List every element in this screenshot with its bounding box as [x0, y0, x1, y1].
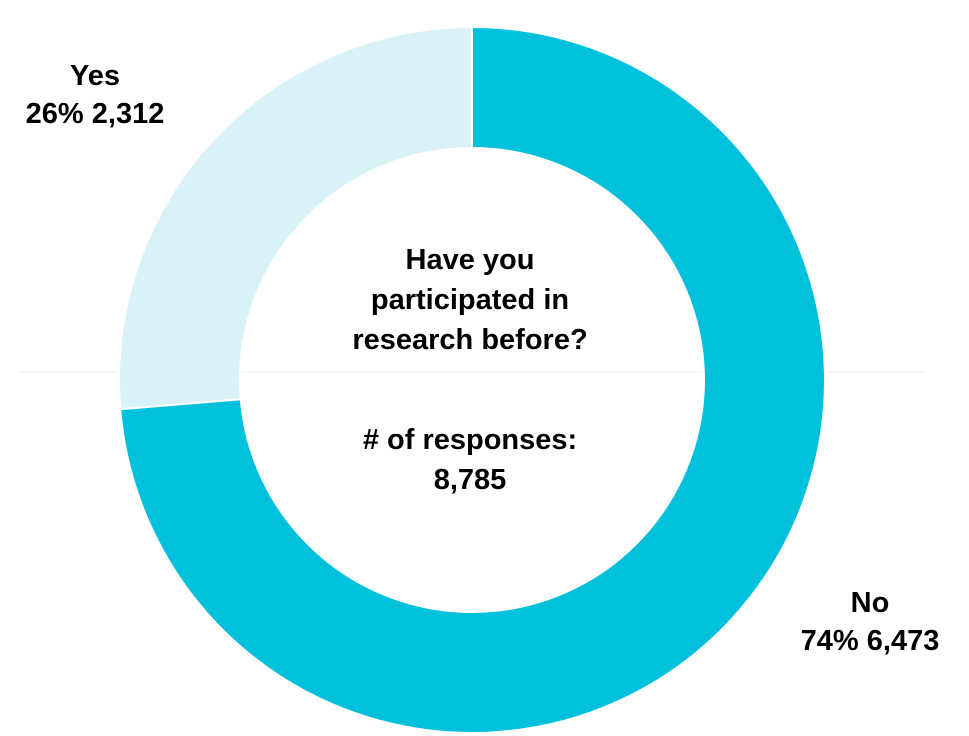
slice-count-no: 6,473 — [866, 625, 940, 657]
slice-values-no: 74% 6,473 — [775, 622, 965, 660]
slice-values-yes: 26% 2,312 — [0, 95, 190, 133]
slice-label-yes: Yes 26% 2,312 — [0, 57, 190, 133]
slices-group — [118, 25, 826, 734]
slice-yes — [118, 25, 473, 411]
slice-name-no: No — [850, 587, 890, 619]
total-responses: # of responses: 8,785 — [300, 420, 640, 500]
slice-count-yes: 2,312 — [91, 98, 165, 130]
total-value: 8,785 — [433, 464, 507, 496]
slice-name-yes: Yes — [70, 60, 120, 92]
total-label: # of responses: — [362, 424, 578, 456]
center-title-line-3: research before? — [352, 324, 588, 356]
center-title-line-2: participated in — [370, 284, 570, 316]
slice-no — [119, 25, 826, 734]
center-title: Have you participated in research before… — [300, 240, 640, 360]
slice-percent-no: 74% — [800, 625, 859, 657]
center-title-line-1: Have you — [405, 244, 535, 276]
slice-label-no: No 74% 6,473 — [775, 584, 965, 660]
slice-percent-yes: 26% — [25, 98, 84, 130]
